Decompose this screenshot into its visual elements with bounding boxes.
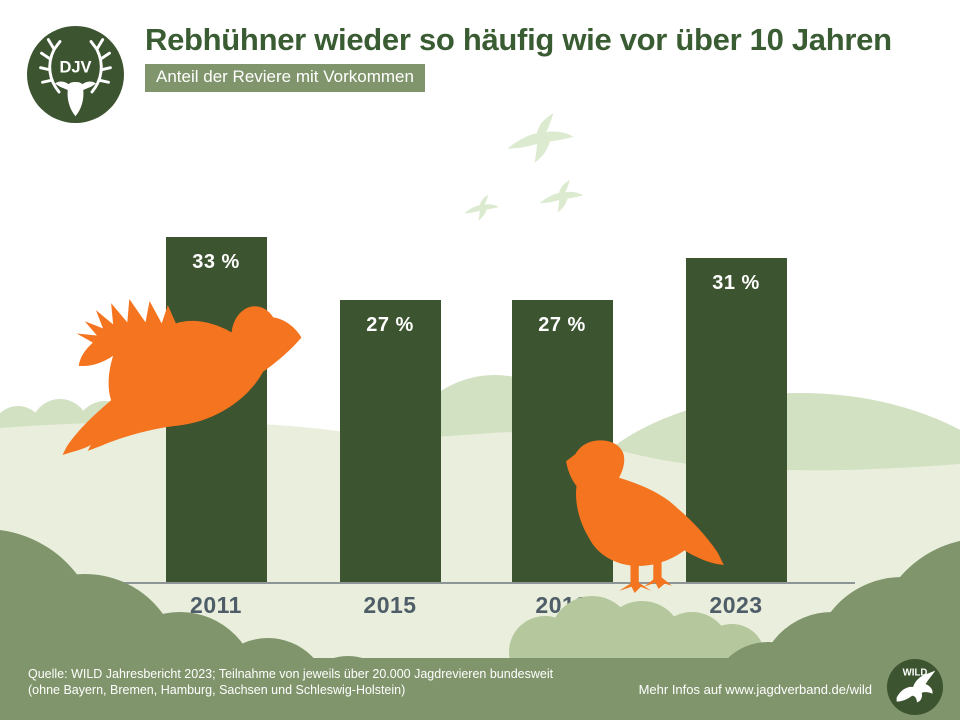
bar-value-label: 31 % — [712, 272, 760, 294]
year-label-2023: 2023 — [709, 592, 763, 618]
x-axis-line — [122, 582, 855, 584]
more-info-link[interactable]: Mehr Infos auf www.jagdverband.de/wild — [638, 682, 872, 697]
subtitle-badge: Anteil der Reviere mit Vorkommen — [145, 64, 425, 92]
flying-partridge-icon — [62, 299, 302, 455]
standing-partridge-icon — [566, 440, 724, 593]
year-label-2015: 2015 — [363, 592, 417, 618]
year-label-2011: 2011 — [190, 592, 242, 618]
source-line-2: (ohne Bayern, Bremen, Hamburg, Sachsen u… — [28, 683, 406, 697]
bar-value-label: 27 % — [538, 314, 586, 336]
bar-2023: 31 % — [685, 258, 787, 582]
bar-value-label: 27 % — [366, 314, 414, 336]
page-title: Rebhühner wieder so häufig wie vor über … — [145, 22, 892, 57]
source-line-1: Quelle: WILD Jahresbericht 2023; Teilnah… — [28, 667, 554, 681]
dark-bushes — [0, 529, 960, 720]
bar-2015: 27 % — [339, 300, 441, 582]
source-note: Quelle: WILD Jahresbericht 2023; Teilnah… — [28, 666, 553, 698]
djv-logo-icon: DJV — [27, 26, 124, 123]
wild-logo-icon: WILD — [886, 658, 944, 716]
bar-value-label: 33 % — [192, 251, 240, 273]
wild-logo-text: WILD — [903, 667, 928, 678]
djv-logo-text: DJV — [59, 59, 91, 77]
